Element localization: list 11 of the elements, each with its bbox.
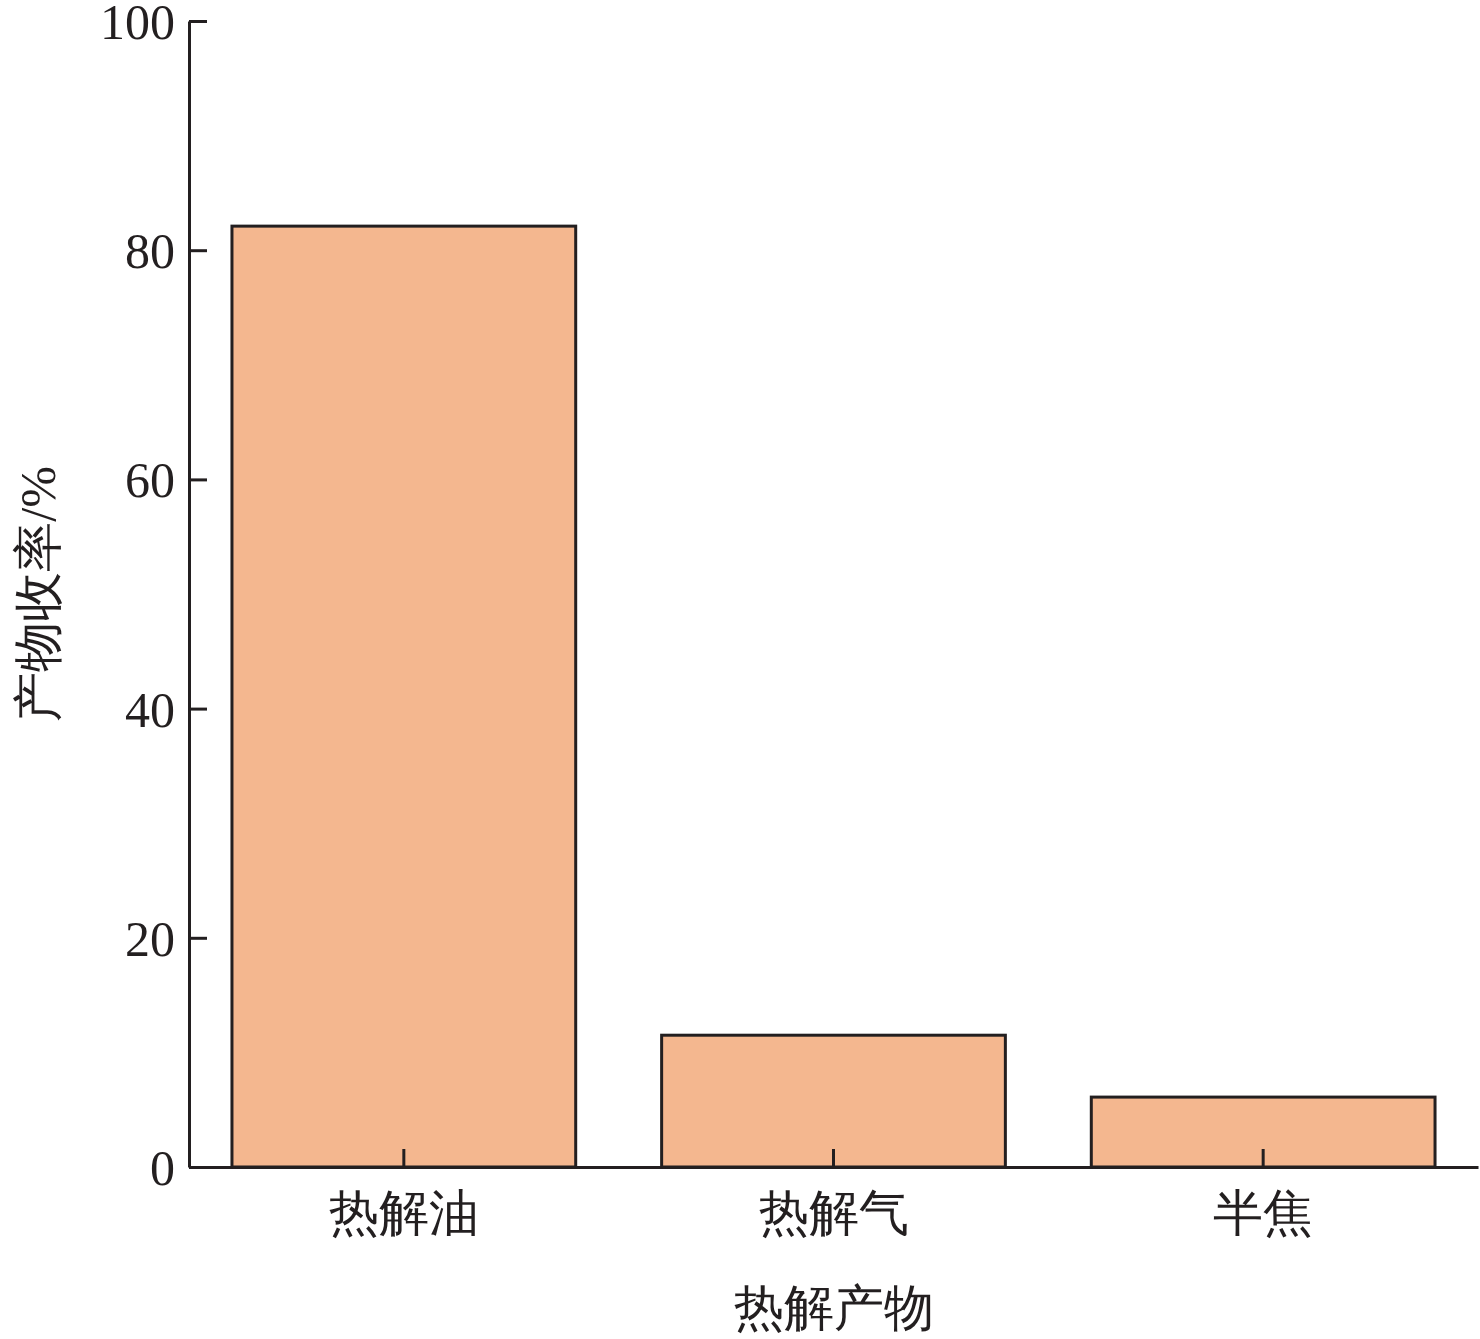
y-tick-label: 100 [100,0,175,50]
x-tick-label: 热解气 [758,1185,909,1241]
y-tick-label: 80 [125,223,175,280]
y-tick-label: 60 [125,452,175,509]
y-tick-label: 0 [150,1140,175,1196]
x-tick-label: 半焦 [1213,1185,1314,1241]
y-tick-label: 20 [125,910,175,967]
x-tick-label: 热解油 [328,1185,479,1241]
y-tick-label: 40 [125,681,175,738]
y-axis-title: 产物收率/% [10,466,66,722]
x-axis-title: 热解产物 [733,1280,934,1336]
